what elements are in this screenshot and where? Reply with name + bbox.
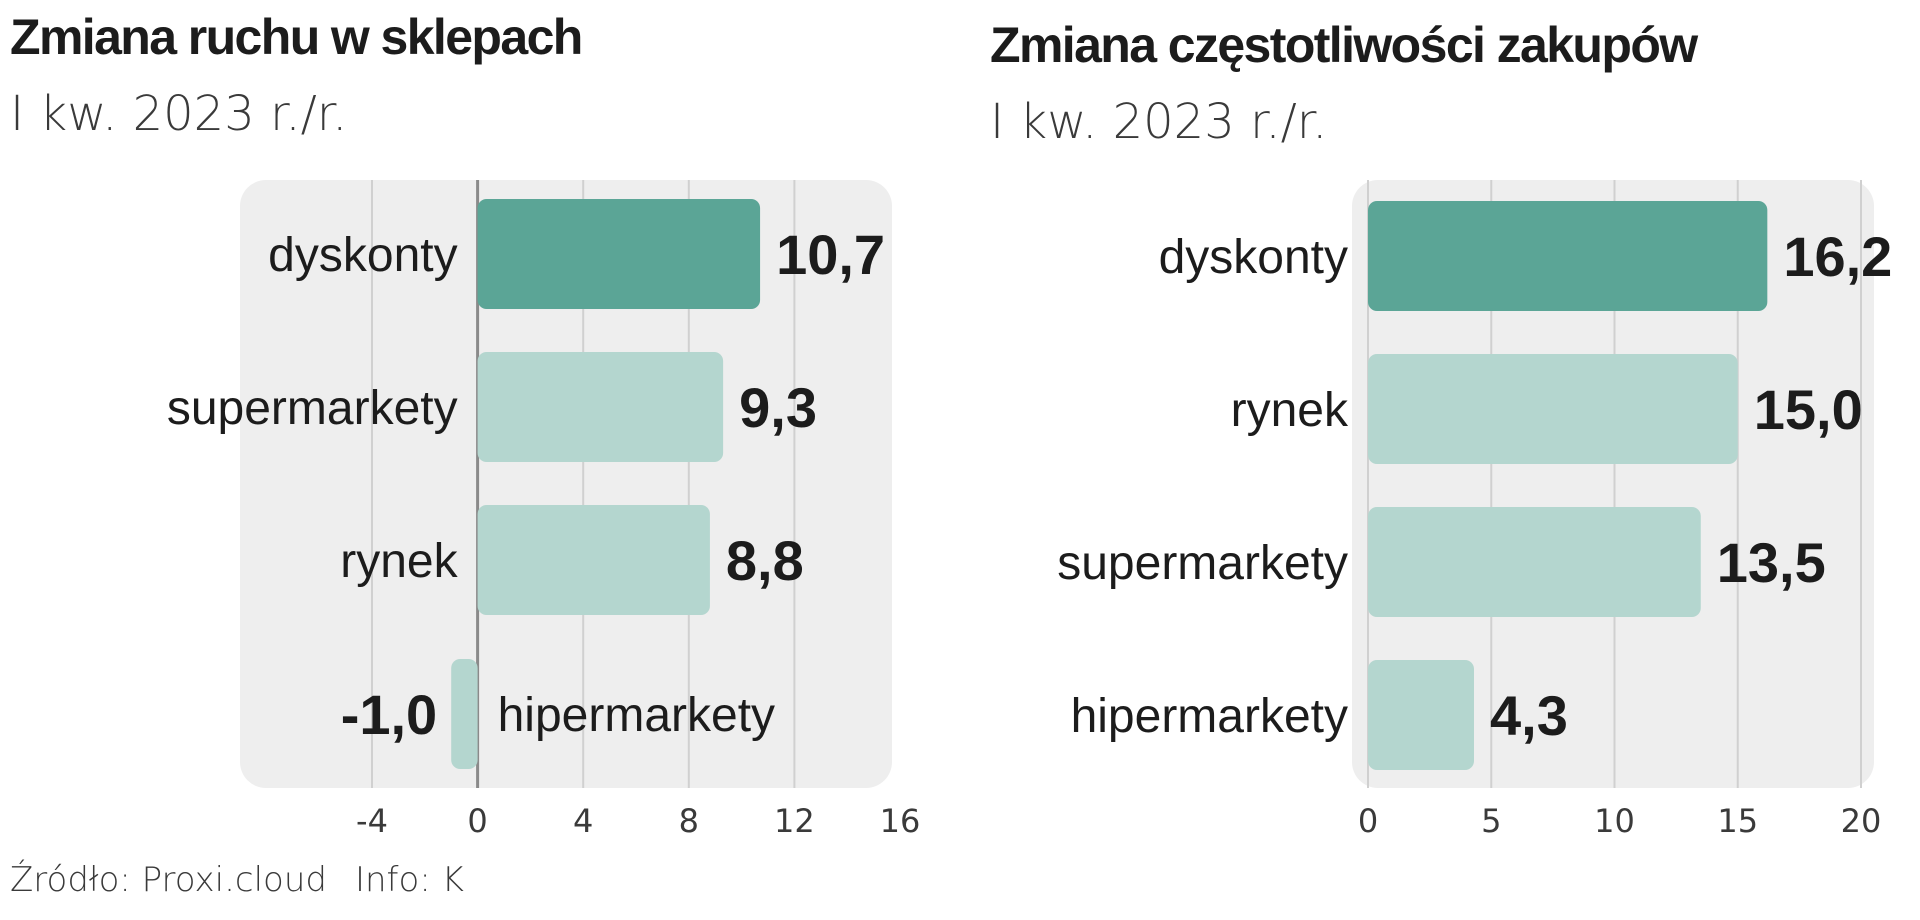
right-chart-subtitle: I kw. 2023 r./r.: [990, 94, 1328, 150]
source-text: Źródło: Proxi.cloud: [10, 860, 327, 900]
right-category-label: dyskonty: [1159, 231, 1348, 284]
right-x-tick-label: 0: [1358, 802, 1378, 840]
left-x-tick-label: 16: [880, 802, 921, 840]
left-chart-title: Zmiana ruchu w sklepach: [10, 9, 583, 65]
right-bar-supermarkety: [1368, 507, 1701, 617]
left-value-label: -1,0: [341, 683, 438, 746]
left-chart-subtitle: I kw. 2023 r./r.: [10, 86, 348, 142]
left-x-tick-label: 12: [774, 802, 815, 840]
left-x-tick-label: -4: [356, 802, 388, 840]
left-bar-rynek: [477, 505, 710, 615]
left-bar-supermarkety: [477, 352, 724, 462]
left-value-label: 9,3: [739, 376, 817, 439]
left-value-label: 8,8: [726, 529, 804, 592]
right-x-tick-label: 20: [1841, 802, 1882, 840]
right-category-label: rynek: [1231, 384, 1349, 437]
right-value-label: 15,0: [1754, 378, 1863, 441]
right-bar-rynek: [1368, 354, 1738, 464]
left-category-label: rynek: [340, 535, 458, 588]
left-category-label: supermarkety: [167, 382, 458, 435]
left-x-tick-label: 8: [679, 802, 699, 840]
left-value-label: 10,7: [776, 223, 885, 286]
right-value-label: 13,5: [1717, 531, 1826, 594]
left-x-tick-label: 4: [573, 802, 593, 840]
info-text: Info: K: [354, 860, 464, 900]
right-x-tick-label: 10: [1594, 802, 1635, 840]
left-plot-panel: [240, 180, 892, 788]
left-category-label: dyskonty: [268, 229, 457, 282]
right-bar-dyskonty: [1368, 201, 1768, 311]
left-x-tick-label: 0: [467, 802, 487, 840]
right-value-label: 16,2: [1783, 225, 1892, 288]
right-x-tick-label: 15: [1717, 802, 1758, 840]
left-bar-hipermarkety: [451, 659, 478, 769]
left-category-label: hipermarkety: [498, 689, 775, 742]
right-bar-hipermarkety: [1368, 660, 1474, 770]
right-bar-chart: 0 5 10 15 20 16,2 dyskonty 15,0 rynek 13,5 superma…: [1057, 180, 1892, 840]
right-plot-panel: [1352, 180, 1874, 788]
left-bar-chart: -4 0 4 8 12 16 10,7 dyskonty 9,3 supermarkety 8,8 r…: [167, 180, 921, 840]
left-bar-dyskonty: [477, 199, 761, 309]
right-category-label: supermarkety: [1057, 537, 1348, 590]
right-category-label: hipermarkety: [1071, 690, 1348, 743]
right-value-label: 4,3: [1490, 684, 1568, 747]
source-note: Źródło: Proxi.cloud Info: K: [10, 860, 492, 900]
right-x-tick-label: 5: [1481, 802, 1501, 840]
right-chart-title: Zmiana częstotliwości zakupów: [990, 17, 1698, 73]
